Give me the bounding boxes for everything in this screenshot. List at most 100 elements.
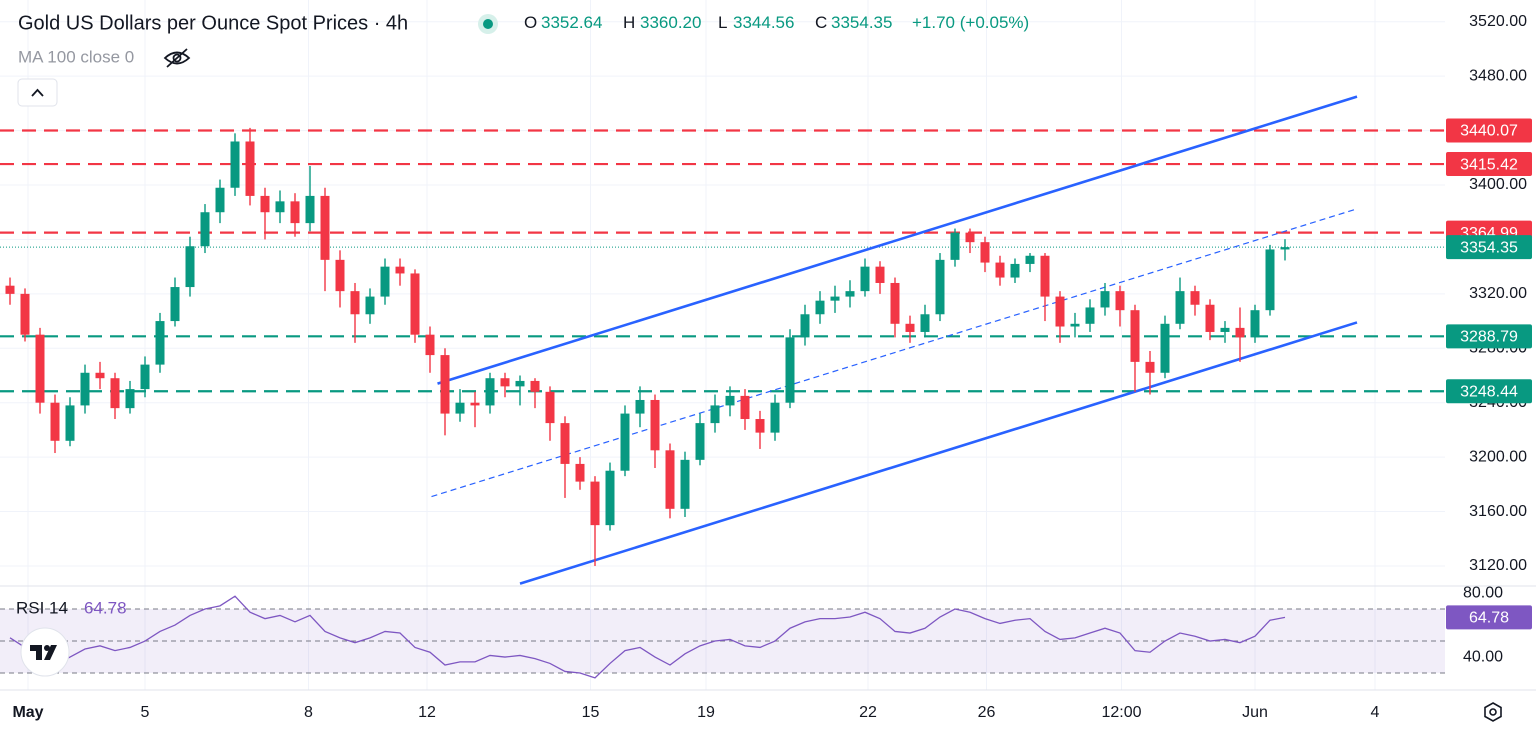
candle-body [950, 232, 960, 260]
last-price-tag-label: 3354.35 [1460, 239, 1518, 256]
y-tick-label: 3160.00 [1469, 503, 1527, 520]
candle-body [305, 195, 315, 224]
level-tag-label: 3440.07 [1460, 123, 1518, 140]
candle-body [920, 314, 930, 332]
candle-body [785, 337, 795, 403]
candle-body [530, 380, 540, 392]
candle-body [515, 380, 525, 387]
candle-body [965, 232, 975, 243]
x-tick-label: 19 [697, 704, 715, 721]
candle-body [1145, 361, 1155, 373]
x-tick-label: 26 [978, 704, 996, 721]
hide-icon[interactable] [163, 48, 191, 68]
low-value: 3344.56 [733, 13, 794, 32]
candle-body [1175, 291, 1185, 324]
candle-body [125, 389, 135, 409]
settings-icon[interactable] [1484, 702, 1502, 722]
c-label: C [815, 13, 827, 32]
open-value: 3352.64 [541, 13, 602, 32]
candle-body [1235, 327, 1245, 338]
plot [0, 95, 1445, 679]
candle-body [980, 242, 990, 263]
high-value: 3360.20 [640, 13, 701, 32]
rsi-label: RSI 14 [16, 598, 68, 617]
candle-body [680, 459, 690, 509]
x-tick-label: 22 [859, 704, 877, 721]
candle-body [560, 423, 570, 464]
x-tick-label: 5 [141, 704, 150, 721]
candle-body [470, 402, 480, 406]
candle-body [140, 364, 150, 390]
candle-body [1250, 310, 1260, 338]
candle-body [1085, 307, 1095, 324]
candle-body [485, 378, 495, 406]
collapse-button[interactable] [17, 78, 58, 107]
candle-body [230, 141, 240, 188]
candle-body [95, 372, 105, 379]
candle-body [695, 423, 705, 460]
candle-body [740, 395, 750, 420]
rsi-value: 64.78 [84, 598, 127, 617]
candle-body [440, 355, 450, 414]
y-tick-label: 3120.00 [1469, 557, 1527, 574]
candle-body [725, 395, 735, 406]
candle-body [65, 405, 75, 441]
candle-body [1100, 291, 1110, 308]
overlay: RSI 14 64.7864.783440.073415.423364.99328… [16, 118, 1532, 630]
candle-body [200, 212, 210, 247]
x-tick-label: 15 [582, 704, 600, 721]
candle-body [1115, 291, 1125, 311]
candle-body [455, 402, 465, 414]
x-tick-label: 4 [1371, 704, 1380, 721]
o-label: O [524, 13, 537, 32]
level-tag [1446, 152, 1532, 177]
rsi-tick-label: 80.00 [1463, 584, 1503, 601]
candle-body [185, 246, 195, 288]
candle-body [665, 450, 675, 509]
last-price-tag [1446, 235, 1532, 260]
candle-body [155, 321, 165, 365]
candle-body [410, 273, 420, 335]
candle-body [620, 413, 630, 471]
candle-body [575, 463, 585, 482]
candle-body [1010, 263, 1020, 278]
x-tick-label: 8 [304, 704, 313, 721]
rsi-tick-label: 40.00 [1463, 648, 1503, 665]
candle-body [830, 296, 840, 301]
candle-body [275, 201, 285, 213]
candle-body [1025, 255, 1035, 264]
change-value: +1.70 (+0.05%) [912, 13, 1029, 32]
candle-body [50, 402, 60, 441]
candle-body [350, 291, 360, 315]
candle-body [395, 266, 405, 274]
candle-body [815, 300, 825, 315]
level-tag-label: 3248.44 [1460, 383, 1518, 400]
candle-body [1190, 291, 1200, 305]
candle-body [20, 293, 30, 335]
candle-body [245, 141, 255, 196]
candle-body [170, 287, 180, 322]
candle-body [710, 405, 720, 424]
x-tick-label: 12:00 [1101, 704, 1141, 721]
tv-logo [20, 627, 70, 677]
candle-body [605, 470, 615, 526]
chart-title: Gold US Dollars per Ounce Spot Prices · … [18, 12, 408, 34]
y-tick-label: 3480.00 [1469, 67, 1527, 84]
level-tag-label: 3288.79 [1460, 329, 1518, 346]
candle-body [215, 187, 225, 213]
level-tag [1446, 118, 1532, 143]
l-label: L [718, 13, 727, 32]
x-tick-label: May [12, 704, 43, 721]
candle-body [800, 314, 810, 338]
level-tag [1446, 324, 1532, 349]
candle-body [335, 259, 345, 292]
candle-body [905, 323, 915, 332]
candle-body [320, 195, 330, 260]
candle-body [110, 378, 120, 409]
candle-body [845, 291, 855, 297]
candle-body [80, 372, 90, 406]
x-tick-label: 12 [418, 704, 436, 721]
candle-body [770, 402, 780, 433]
